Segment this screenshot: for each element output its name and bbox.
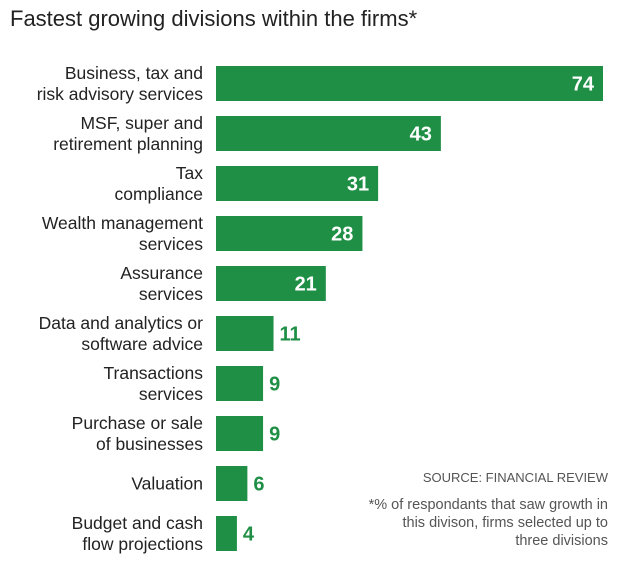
category-label: services	[139, 384, 203, 404]
bar	[216, 516, 237, 551]
category-label: software advice	[81, 334, 203, 354]
value-label: 21	[295, 274, 317, 296]
category-label: Data and analytics or	[39, 313, 204, 333]
value-label: 31	[347, 174, 369, 196]
category-label: compliance	[114, 184, 203, 204]
category-label: Assurance	[120, 263, 203, 283]
value-label: 28	[331, 224, 353, 246]
source-note: SOURCE: FINANCIAL REVIEW	[422, 470, 608, 485]
category-label: flow projections	[82, 534, 203, 554]
value-label: 11	[280, 324, 301, 346]
chart-title: Fastest growing divisions within the fir…	[10, 6, 418, 31]
category-label: Valuation	[131, 474, 203, 494]
category-label: Tax	[176, 163, 203, 183]
bar	[216, 466, 248, 501]
value-label: 74	[572, 74, 595, 96]
category-label: Budget and cash	[72, 513, 203, 533]
category-label: Wealth management	[42, 213, 203, 233]
value-label: 4	[243, 524, 255, 546]
category-label: Transactions	[103, 363, 203, 383]
bar	[216, 316, 274, 351]
bar	[216, 366, 264, 401]
bar	[216, 66, 603, 101]
category-label: Business, tax and	[65, 63, 203, 83]
category-label: of businesses	[96, 434, 203, 454]
value-label: 9	[269, 374, 280, 396]
category-label: Purchase or sale	[72, 413, 203, 433]
category-label: retirement planning	[53, 134, 203, 154]
category-label: services	[139, 234, 203, 254]
category-label: risk advisory services	[37, 84, 204, 104]
bar	[216, 266, 326, 301]
bar	[216, 216, 363, 251]
bar	[216, 116, 441, 151]
bar	[216, 166, 379, 201]
value-label: 9	[269, 424, 280, 446]
category-label: MSF, super and	[80, 113, 203, 133]
category-label: services	[139, 284, 203, 304]
value-label: 43	[410, 124, 432, 146]
footnote: *% of respondants that saw growth in thi…	[368, 497, 608, 550]
value-label: 6	[253, 474, 264, 496]
bar	[216, 416, 264, 451]
